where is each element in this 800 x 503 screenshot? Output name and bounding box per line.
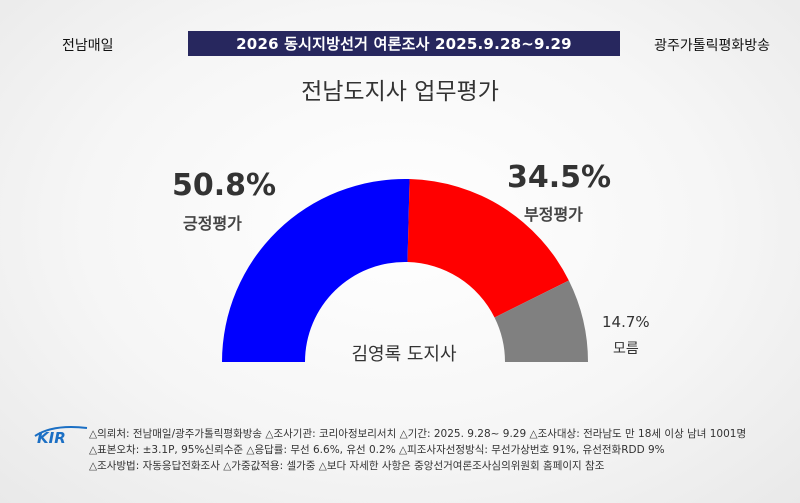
svg-text:KIR: KIR [37,429,66,446]
data-label-unknown-category: 모름 [613,341,639,357]
header-right-source: 광주가톨릭평화방송 [654,38,770,54]
header-title-band: 2026 동시지방선거 여론조사 2025.9.28~9.29 [188,31,620,56]
data-label-negative-category: 부정평가 [524,205,583,224]
survey-note-line: △의뢰처: 전남매일/광주가톨릭평화방송 △조사기관: 코리아정보리서치 △기간… [89,428,747,440]
chart-arcs [222,179,588,362]
center-label: 김영록 도지사 [351,344,457,365]
arc-negative [407,179,569,318]
survey-note-line: △조사방법: 자동응답전화조사 △가중값적용: 셀가중 △보다 자세한 사항은 … [89,460,605,472]
header-left-source: 전남매일 [62,38,114,54]
arc-positive [222,179,410,362]
data-label-positive-category: 긍정평가 [183,214,242,233]
chart-title: 전남도지사 업무평가 [301,79,499,105]
survey-notes: △의뢰처: 전남매일/광주가톨릭평화방송 △조사기관: 코리아정보리서치 △기간… [89,426,746,474]
data-label-unknown-value: 14.7% [602,313,650,331]
arc-unknown [494,280,588,362]
data-label-negative-value: 34.5% [507,160,612,195]
kir-logo: KIR [34,426,88,446]
survey-note-line: △표본오차: ±3.1P, 95%신뢰수준 △응답률: 무선 6.6%, 유선 … [89,444,665,456]
data-label-positive-value: 50.8% [172,168,277,203]
